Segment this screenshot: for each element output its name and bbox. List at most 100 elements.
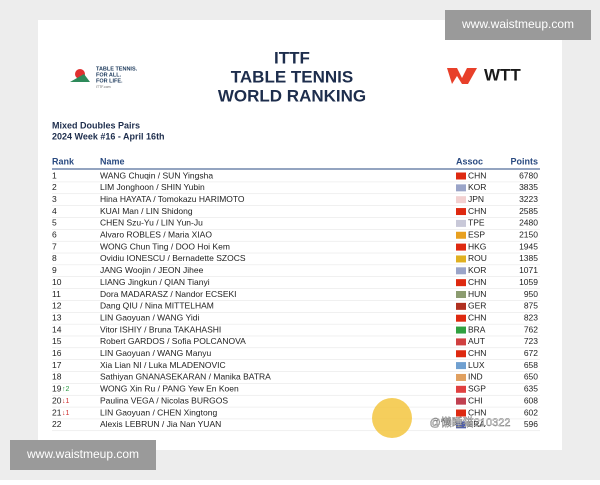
assoc: IND	[468, 372, 483, 382]
title: ITTF	[274, 48, 310, 67]
assoc: HUN	[468, 289, 486, 299]
points: 1385	[519, 253, 538, 263]
ittf-logo: TABLE TENNIS. FOR ALL. FOR LIFE. ITTF.co…	[70, 66, 138, 89]
rank: 18	[52, 372, 62, 382]
flag	[456, 338, 466, 346]
points: 723	[524, 336, 538, 346]
assoc: ESP	[468, 230, 485, 240]
flag	[456, 397, 466, 405]
rank: 15	[52, 336, 62, 346]
pair-name: KUAI Man / LIN Shidong	[100, 206, 193, 216]
assoc: CHN	[468, 170, 486, 180]
flag	[456, 219, 466, 227]
logo-text: FOR LIFE.	[96, 78, 123, 84]
assoc: ROU	[468, 253, 487, 263]
column-header: Rank	[52, 156, 75, 166]
flag	[456, 196, 466, 204]
rank: 4	[52, 206, 57, 216]
points: 3223	[519, 194, 538, 204]
rank: 8	[52, 253, 57, 263]
column-header: Points	[510, 156, 538, 166]
wtt-mark	[447, 68, 477, 84]
points: 6780	[519, 170, 538, 180]
rank: 7	[52, 241, 57, 251]
watermark: www.waistmeup.com	[461, 17, 574, 31]
table-body: 1 WANG Chuqin / SUN Yingsha CHN 6780 2 LIM Jo…	[52, 170, 540, 432]
logo-site: ITTF.com	[96, 85, 111, 89]
pair-name: LIM Jonghoon / SHIN Yubin	[100, 182, 205, 192]
assoc: KOR	[468, 182, 486, 192]
rank: 5	[52, 218, 57, 228]
points: 1071	[519, 265, 538, 275]
flag	[456, 231, 466, 239]
column-header: Name	[100, 156, 125, 166]
overlay-text: @懒睡猫210322	[430, 415, 511, 429]
rank: 1	[52, 170, 57, 180]
flag	[456, 326, 466, 334]
rank: 17	[52, 360, 62, 370]
pair-name: Alexis LEBRUN / Jia Nan YUAN	[100, 419, 221, 429]
flag	[456, 243, 466, 251]
rank: 6	[52, 230, 57, 240]
sheet	[38, 20, 562, 450]
points: 1059	[519, 277, 538, 287]
assoc: CHN	[468, 407, 486, 417]
column-header: Assoc	[456, 156, 483, 166]
assoc: KOR	[468, 265, 486, 275]
rank: 14	[52, 324, 62, 334]
flag	[456, 385, 466, 393]
title: TABLE TENNIS	[231, 67, 353, 86]
title: WORLD RANKING	[218, 86, 366, 105]
points: 2480	[519, 218, 538, 228]
flag	[456, 208, 466, 216]
pair-name: Xia Lian NI / Luka MLADENOVIC	[100, 360, 226, 370]
assoc: BRA	[468, 324, 486, 334]
assoc: GER	[468, 301, 486, 311]
assoc: TPE	[468, 218, 485, 228]
flag	[456, 350, 466, 358]
pair-name: Ovidiu IONESCU / Bernadette SZOCS	[100, 253, 246, 263]
flag	[456, 279, 466, 287]
pair-name: Paulina VEGA / Nicolas BURGOS	[100, 395, 228, 405]
rank: 16	[52, 348, 62, 358]
rank: 22	[52, 419, 62, 429]
flag	[456, 172, 466, 180]
assoc: CHN	[468, 312, 486, 322]
points: 2150	[519, 230, 538, 240]
points: 950	[524, 289, 538, 299]
points: 658	[524, 360, 538, 370]
watermark-box	[445, 10, 591, 40]
flag	[456, 421, 466, 429]
pair-name: LIANG Jingkun / QIAN Tianyi	[100, 277, 210, 287]
pair-name: Alvaro ROBLES / Maria XIAO	[100, 230, 212, 240]
rank: 10	[52, 277, 62, 287]
logo-text: TABLE TENNIS.	[96, 66, 138, 72]
rank: 13	[52, 312, 62, 322]
rank: 19	[52, 384, 62, 394]
flag	[456, 362, 466, 370]
logo-table	[70, 74, 90, 82]
points: 635	[524, 384, 538, 394]
pair-name: Hina HAYATA / Tomokazu HARIMOTO	[100, 194, 245, 204]
points: 1945	[519, 241, 538, 251]
assoc: FRA	[468, 419, 485, 429]
rank: 12	[52, 301, 62, 311]
rank: 2	[52, 182, 57, 192]
flag	[456, 291, 466, 298]
assoc: SGP	[468, 384, 486, 394]
pair-name: Dora MADARASZ / Nandor ECSEKI	[100, 289, 237, 299]
pair-name: Sathiyan GNANASEKARAN / Manika BATRA	[100, 372, 271, 382]
points: 823	[524, 312, 538, 322]
trophy-icon	[372, 398, 412, 438]
rank-move: ↓1	[62, 410, 70, 417]
rank: 11	[52, 289, 61, 299]
flag	[456, 255, 466, 263]
logo-text: FOR ALL.	[96, 72, 122, 78]
event-name: Mixed Doubles Pairs	[52, 120, 140, 130]
points: 608	[524, 395, 538, 405]
watermark-box	[10, 440, 156, 470]
points: 596	[524, 419, 538, 429]
assoc: CHN	[468, 206, 486, 216]
assoc: CHN	[468, 348, 486, 358]
